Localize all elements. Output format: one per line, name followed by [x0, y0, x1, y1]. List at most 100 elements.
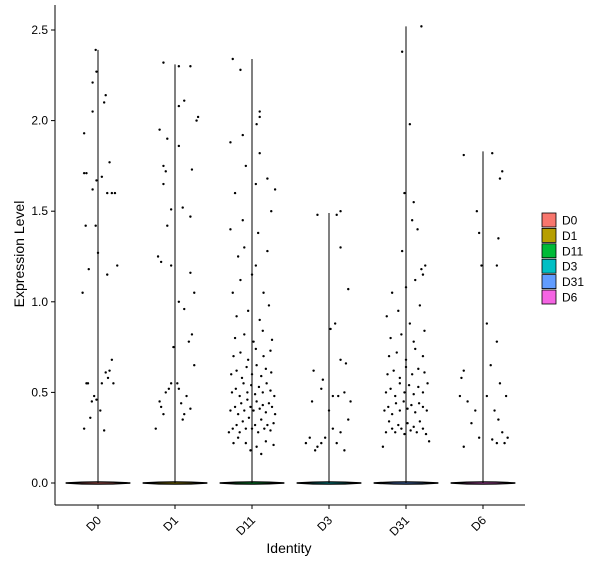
- data-point: [244, 164, 248, 168]
- data-point: [347, 287, 350, 291]
- data-point: [233, 191, 237, 195]
- data-point: [333, 322, 337, 325]
- data-point: [414, 347, 417, 351]
- x-axis-title: Identity: [266, 540, 311, 556]
- data-point: [421, 354, 425, 358]
- x-tick-label: D0: [83, 513, 104, 534]
- data-point: [270, 371, 273, 374]
- x-ticks: D0 D1 D11 D3 D31 D6: [83, 505, 489, 539]
- data-point: [177, 300, 181, 303]
- data-point: [394, 402, 398, 405]
- data-point: [384, 391, 388, 394]
- data-point: [250, 373, 254, 376]
- data-point: [400, 249, 404, 253]
- data-point: [400, 50, 404, 53]
- data-point: [258, 152, 261, 155]
- data-point: [270, 405, 274, 409]
- data-point: [94, 48, 97, 52]
- data-point: [417, 385, 420, 389]
- data-point: [310, 400, 314, 403]
- data-point: [408, 322, 412, 325]
- data-point: [91, 110, 94, 113]
- data-point: [254, 264, 258, 267]
- data-point: [158, 400, 161, 403]
- data-point: [397, 423, 400, 427]
- data-point: [239, 351, 242, 354]
- data-point: [394, 431, 397, 434]
- data-point: [245, 365, 248, 369]
- data-point: [102, 101, 106, 104]
- data-point: [403, 391, 406, 394]
- data-point: [397, 309, 400, 313]
- data-point: [231, 291, 234, 294]
- data-point: [410, 219, 414, 222]
- data-point: [491, 152, 494, 155]
- x-tick-label: D31: [387, 513, 413, 539]
- data-point: [395, 351, 398, 354]
- data-point: [323, 436, 327, 439]
- data-point: [159, 260, 163, 264]
- data-point: [106, 273, 109, 276]
- data-point: [241, 420, 244, 423]
- data-point: [243, 246, 246, 249]
- data-point: [240, 402, 243, 405]
- data-point: [404, 365, 408, 369]
- data-point: [235, 423, 238, 427]
- data-point: [92, 394, 96, 398]
- legend-label: D1: [562, 229, 578, 243]
- data-point: [404, 358, 408, 361]
- data-point: [250, 273, 254, 276]
- data-point: [162, 182, 165, 186]
- data-point: [261, 391, 264, 394]
- data-point: [258, 110, 261, 113]
- data-point: [87, 267, 90, 271]
- data-point: [320, 441, 323, 445]
- data-point: [267, 402, 271, 405]
- data-point: [236, 436, 240, 439]
- data-point: [424, 264, 427, 267]
- data-point: [169, 382, 173, 385]
- data-point: [265, 382, 268, 385]
- data-point: [244, 427, 248, 430]
- data-point: [104, 371, 107, 374]
- data-point: [244, 441, 248, 445]
- data-point: [485, 322, 489, 325]
- data-point: [250, 383, 253, 387]
- data-point: [164, 170, 167, 173]
- data-point: [156, 255, 160, 258]
- data-point: [166, 137, 169, 140]
- data-point: [418, 304, 422, 307]
- data-point: [423, 329, 426, 332]
- data-point: [263, 427, 266, 430]
- data-point: [390, 427, 394, 430]
- y-tick-label: 0.0: [31, 476, 48, 490]
- data-point: [415, 431, 418, 434]
- data-point: [339, 358, 342, 361]
- legend-swatch: [541, 274, 557, 290]
- data-point: [106, 376, 110, 380]
- data-point: [89, 416, 92, 419]
- data-point: [177, 387, 181, 390]
- data-point: [387, 354, 391, 358]
- data-point: [501, 170, 504, 173]
- data-point: [417, 367, 420, 371]
- data-point: [267, 304, 271, 307]
- data-point: [347, 418, 350, 421]
- data-point: [167, 387, 171, 390]
- data-point: [421, 405, 425, 409]
- y-tick-label: 1.5: [31, 204, 48, 218]
- data-point: [247, 416, 251, 419]
- data-point: [421, 273, 425, 276]
- data-point: [497, 418, 500, 421]
- data-point: [104, 94, 107, 97]
- data-point: [383, 409, 386, 412]
- data-point: [420, 267, 423, 271]
- y-tick-label: 0.5: [31, 385, 48, 399]
- data-point: [94, 224, 97, 227]
- data-point: [491, 438, 494, 441]
- x-tick-label: D6: [468, 513, 489, 534]
- data-point: [255, 445, 258, 448]
- data-point: [82, 132, 86, 135]
- data-point: [410, 403, 413, 407]
- data-point: [495, 340, 499, 343]
